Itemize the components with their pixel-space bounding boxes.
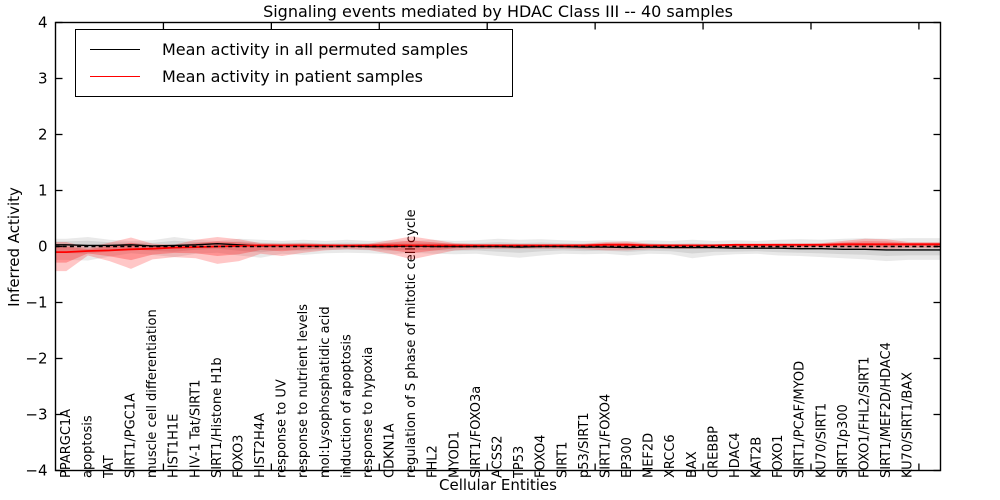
x-category-label: CDKN1A bbox=[383, 423, 398, 478]
x-category-label: KAT2B bbox=[750, 437, 765, 478]
x-category-label: mol:Lysophosphatidic acid bbox=[318, 306, 333, 478]
x-axis-label: Cellular Entities bbox=[439, 476, 557, 494]
x-category-label: HIV-1 Tat/SIRT1 bbox=[188, 380, 203, 478]
x-category-label: SIRT1/PCAF/MYOD bbox=[793, 361, 808, 478]
x-category-label: MYOD1 bbox=[447, 431, 462, 478]
legend-box: Mean activity in all permuted samples Me… bbox=[75, 29, 513, 97]
x-category-label: apoptosis bbox=[80, 415, 95, 478]
x-category-label: PPARGC1A bbox=[59, 409, 74, 478]
y-tick-label: −4 bbox=[25, 462, 47, 480]
x-category-label: SIRT1/FOXO4 bbox=[598, 394, 613, 478]
y-tick-label: 1 bbox=[38, 182, 48, 200]
x-category-label: regulation of S phase of mitotic cell cy… bbox=[404, 209, 419, 478]
x-category-label: SIRT1/MEF2D/HDAC4 bbox=[879, 342, 894, 478]
y-tick-label: 3 bbox=[38, 70, 48, 88]
x-category-label: response to hypoxia bbox=[361, 347, 376, 478]
y-tick-label: 0 bbox=[38, 238, 48, 256]
x-category-label: SIRT1/Histone H1b bbox=[210, 357, 225, 478]
x-category-label: HIST1H1E bbox=[167, 414, 182, 478]
x-category-label: EP300 bbox=[620, 437, 635, 478]
legend-label-permuted: Mean activity in all permuted samples bbox=[162, 40, 469, 60]
x-category-label: MEF2D bbox=[642, 433, 657, 478]
y-tick-label: 2 bbox=[38, 126, 48, 144]
x-category-label: p53/SIRT1 bbox=[577, 412, 592, 478]
x-category-label: FOXO3 bbox=[231, 435, 246, 478]
permuted-line-sample-icon bbox=[90, 49, 140, 51]
x-category-label: FOXO1/FHL2/SIRT1 bbox=[857, 357, 872, 478]
x-category-label: BAX bbox=[685, 451, 700, 478]
chart-title: Signaling events mediated by HDAC Class … bbox=[263, 2, 733, 21]
y-tick-label: −1 bbox=[25, 294, 47, 312]
x-category-label: response to nutrient levels bbox=[296, 304, 311, 478]
y-tick-label: 4 bbox=[38, 14, 48, 32]
legend-label-patient: Mean activity in patient samples bbox=[162, 66, 423, 86]
x-category-label: SIRT1/p300 bbox=[836, 404, 851, 478]
x-category-label: HIST2H4A bbox=[253, 413, 268, 478]
x-category-label: SIRT1/PGC1A bbox=[124, 393, 139, 478]
band-outer-permuted bbox=[55, 237, 941, 262]
y-tick-label: −2 bbox=[25, 350, 47, 368]
legend-entry-patient: Mean activity in patient samples bbox=[90, 67, 512, 86]
x-category-label: TAT bbox=[102, 455, 117, 479]
legend-entry-permuted: Mean activity in all permuted samples bbox=[90, 40, 512, 59]
x-category-label: CREBBP bbox=[706, 426, 721, 478]
x-category-label: SIRT1/FOXO3a bbox=[469, 386, 484, 478]
mean-line-patient bbox=[55, 243, 941, 253]
x-category-label: XRCC6 bbox=[663, 434, 678, 478]
y-tick-label: −3 bbox=[25, 406, 47, 424]
x-category-label: FHL2 bbox=[426, 445, 441, 478]
x-category-label: induction of apoptosis bbox=[339, 334, 354, 478]
y-axis-label: Inferred Activity bbox=[5, 187, 23, 307]
x-category-label: SIRT1 bbox=[555, 442, 570, 478]
x-category-label: KU70/SIRT1/BAX bbox=[901, 372, 916, 478]
x-category-label: HDAC4 bbox=[728, 432, 743, 478]
mean-line-permuted bbox=[55, 242, 941, 251]
x-category-label: FOXO1 bbox=[771, 435, 786, 478]
x-category-label: KU70/SIRT1 bbox=[814, 403, 829, 478]
x-category-label: ACSS2 bbox=[491, 435, 506, 478]
x-category-label: FOXO4 bbox=[534, 435, 549, 478]
x-category-label: response to UV bbox=[275, 379, 290, 478]
patient-line-sample-icon bbox=[90, 75, 140, 77]
x-category-label: TP53 bbox=[512, 446, 527, 479]
x-category-label: muscle cell differentiation bbox=[145, 309, 160, 478]
